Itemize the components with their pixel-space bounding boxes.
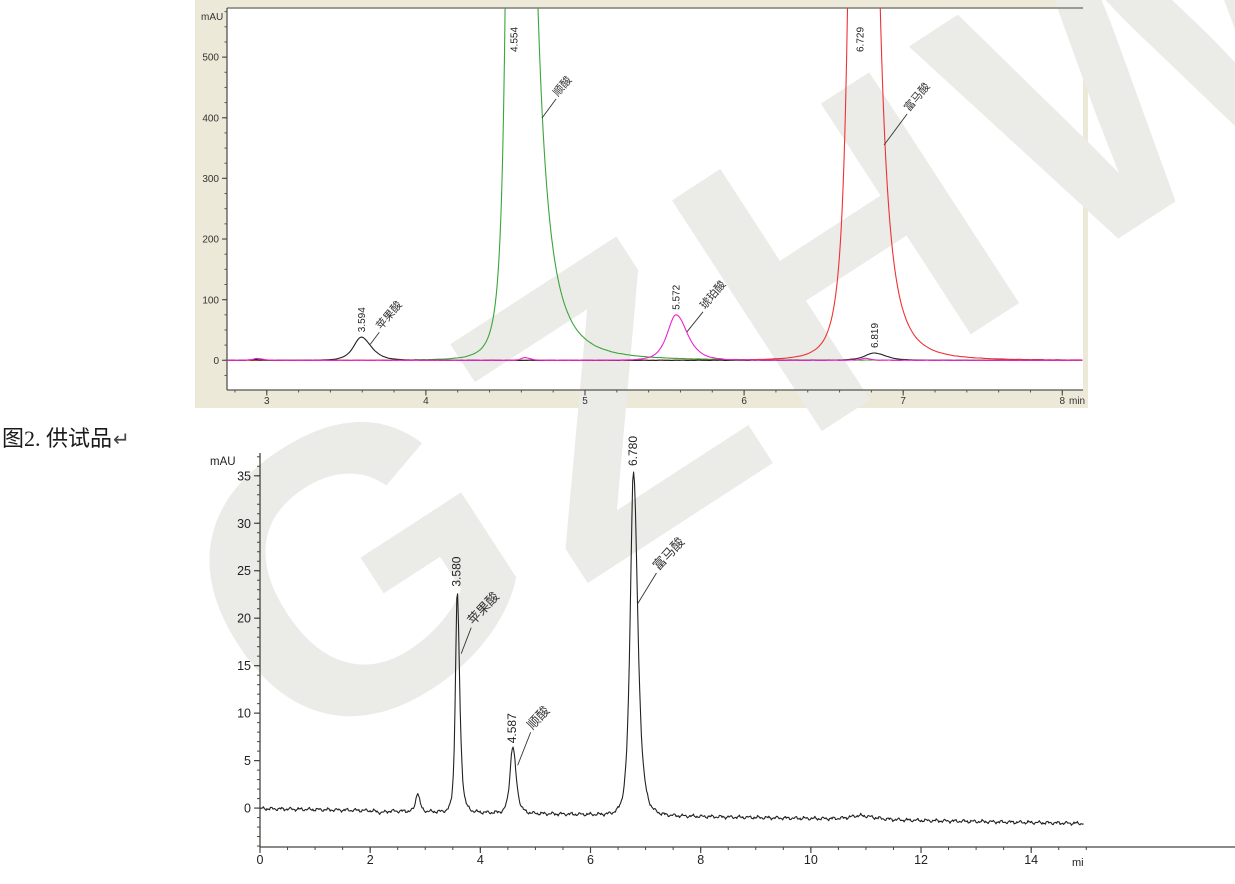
x-tick-label: 8 bbox=[697, 853, 704, 867]
traces bbox=[260, 471, 1084, 826]
y-tick-label: 0 bbox=[244, 802, 251, 816]
x-tick-label: 4 bbox=[423, 396, 429, 407]
y-tick-label: 5 bbox=[244, 754, 251, 768]
x-tick-label: 0 bbox=[257, 853, 264, 867]
x-tick-label: 5 bbox=[582, 396, 588, 407]
x-axis-ticks: 3 4 5 6 7 8 bbox=[234, 390, 1066, 407]
x-tick-label: 3 bbox=[264, 396, 270, 407]
peak-label-leader bbox=[637, 572, 657, 605]
peak-label-leader bbox=[686, 311, 704, 333]
y-tick-label: 25 bbox=[237, 564, 251, 578]
figure-caption: 图2. 供试品↵ bbox=[2, 421, 130, 453]
y-tick-label: 30 bbox=[237, 517, 251, 531]
caption-text: 图2. 供试品 bbox=[2, 426, 113, 451]
y-tick-label: 400 bbox=[202, 113, 219, 124]
y-tick-label: 500 bbox=[202, 53, 219, 64]
trace-sample-black bbox=[260, 471, 1084, 826]
y-tick-label: 35 bbox=[237, 469, 251, 483]
retention-time-label: 5.572 bbox=[672, 284, 683, 309]
retention-time-label: 6.819 bbox=[870, 323, 881, 348]
x-axis-ticks: 0 2 4 6 8 10 12 14 bbox=[257, 847, 1087, 867]
x-tick-label: 14 bbox=[1024, 853, 1038, 867]
y-tick-label: 200 bbox=[202, 235, 219, 246]
peak-label-leader bbox=[460, 627, 472, 654]
peak-label-leader bbox=[517, 732, 532, 766]
axes bbox=[259, 453, 1235, 848]
x-axis-unit-label: min bbox=[1069, 396, 1085, 407]
traces bbox=[227, 8, 1083, 361]
y-axis-ticks: 0 5 10 15 20 25 30 35 bbox=[237, 456, 260, 847]
y-tick-label: 20 bbox=[237, 612, 251, 626]
axes bbox=[226, 8, 1083, 391]
peak-label-leader bbox=[883, 113, 908, 146]
retention-time-label: 6.780 bbox=[626, 436, 640, 466]
y-tick-label: 0 bbox=[213, 356, 219, 367]
x-tick-label: 7 bbox=[900, 396, 906, 407]
peak-label-leader bbox=[541, 98, 557, 119]
x-tick-label: 10 bbox=[804, 853, 818, 867]
retention-time-label: 4.587 bbox=[505, 713, 519, 743]
x-tick-label: 6 bbox=[587, 853, 594, 867]
x-tick-label: 2 bbox=[367, 853, 374, 867]
x-tick-label: 4 bbox=[477, 853, 484, 867]
y-axis-unit-label: mAU bbox=[201, 12, 223, 23]
y-axis-ticks: 0 100 200 300 400 500 bbox=[202, 11, 227, 376]
retention-time-label: 6.729 bbox=[856, 27, 867, 52]
return-mark-icon: ↵ bbox=[113, 429, 130, 451]
y-tick-label: 10 bbox=[237, 707, 251, 721]
retention-time-label: 3.594 bbox=[357, 307, 368, 332]
peak-label-leader bbox=[369, 331, 380, 345]
y-tick-label: 300 bbox=[202, 174, 219, 185]
y-axis-unit-label: mAU bbox=[210, 456, 236, 468]
x-axis-unit-label: mi bbox=[1072, 857, 1084, 869]
y-tick-label: 100 bbox=[202, 295, 219, 306]
x-tick-label: 12 bbox=[914, 853, 928, 867]
x-tick-label: 6 bbox=[741, 396, 747, 407]
y-tick-label: 15 bbox=[237, 659, 251, 673]
chart-backgrounds bbox=[195, 0, 1088, 408]
chart-standard-plot-area bbox=[227, 8, 1083, 390]
retention-time-label: 4.554 bbox=[510, 27, 521, 52]
retention-time-label: 3.580 bbox=[450, 556, 464, 586]
x-tick-label: 8 bbox=[1060, 396, 1066, 407]
trace-succinic-acid-magenta bbox=[227, 314, 1083, 361]
